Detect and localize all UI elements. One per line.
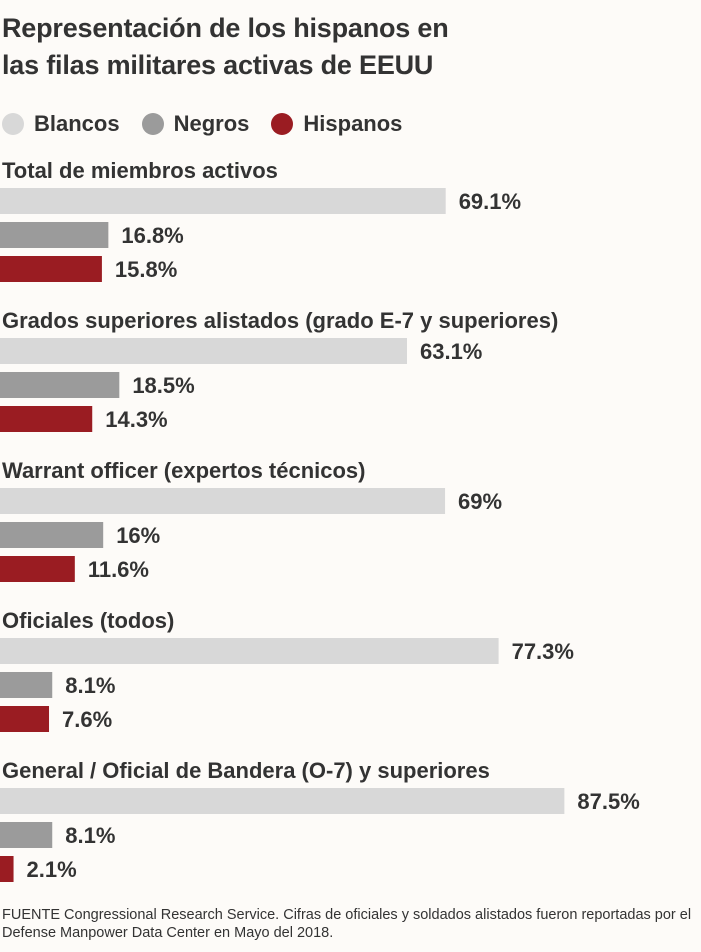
value-label-general-oficial-de-bandera-o-7-y-superio-negros: 8.1% (65, 823, 115, 848)
value-label-grados-superiores-alistados-grado-e-7-y--blancos: 63.1% (420, 339, 482, 364)
bar-oficiales-todos-hispanos (0, 706, 50, 732)
bar-oficiales-todos-blancos (0, 638, 499, 664)
chart-title: Representación de los hispanos en las fi… (2, 10, 682, 84)
bar-grados-superiores-alistados-grado-e-7-y--blancos (0, 338, 407, 364)
bar-general-oficial-de-bandera-o-7-y-superio-negros (0, 822, 53, 848)
value-label-total-de-miembros-activos-negros: 16.8% (121, 223, 183, 248)
group-title-warrant-officer-expertos-tecnicos: Warrant officer (expertos técnicos) (2, 458, 366, 483)
value-label-oficiales-todos-negros: 8.1% (65, 673, 115, 698)
bar-chart: Total de miembros activos 69.1% 16.8% 15.8%… (0, 158, 640, 882)
source-note: FUENTE Congressional Research Service. C… (2, 907, 692, 941)
bar-oficiales-todos-negros (0, 672, 53, 698)
group-title-oficiales-todos: Oficiales (todos) (2, 608, 174, 633)
value-label-grados-superiores-alistados-grado-e-7-y--hispanos: 14.3% (105, 407, 167, 432)
bar-total-de-miembros-activos-blancos (0, 188, 446, 214)
value-label-total-de-miembros-activos-hispanos: 15.8% (115, 257, 177, 282)
bar-total-de-miembros-activos-hispanos (0, 256, 102, 282)
legend-swatch-negros (141, 113, 164, 135)
value-label-general-oficial-de-bandera-o-7-y-superio-hispanos: 2.1% (27, 857, 77, 882)
legend-label-hispanos: Hispanos (303, 111, 403, 136)
title-line-1: Representación de los hispanos en (2, 13, 449, 43)
bar-grados-superiores-alistados-grado-e-7-y--negros (0, 372, 120, 398)
value-label-warrant-officer-expertos-tecnicos-hispanos: 11.6% (88, 557, 149, 582)
legend-item-blancos: Blancos (2, 111, 120, 137)
bar-grados-superiores-alistados-grado-e-7-y--hispanos (0, 406, 93, 432)
bar-warrant-officer-expertos-tecnicos-blancos (0, 488, 446, 514)
group-title-grados-superiores-alistados-grado-e-7-y-: Grados superiores alistados (grado E-7 y… (2, 308, 558, 333)
value-label-oficiales-todos-blancos: 77.3% (512, 639, 574, 664)
bar-general-oficial-de-bandera-o-7-y-superio-hispanos (0, 856, 14, 882)
bar-warrant-officer-expertos-tecnicos-hispanos (0, 556, 75, 582)
bar-warrant-officer-expertos-tecnicos-negros (0, 522, 104, 548)
group-title-general-oficial-de-bandera-o-7-y-superio: General / Oficial de Bandera (O-7) y sup… (2, 758, 490, 783)
legend-swatch-blancos (2, 113, 24, 135)
legend-label-negros: Negros (173, 111, 250, 136)
value-label-oficiales-todos-hispanos: 7.6% (62, 707, 112, 732)
value-label-warrant-officer-expertos-tecnicos-negros: 16% (116, 523, 160, 548)
value-label-general-oficial-de-bandera-o-7-y-superio-blancos: 87.5% (577, 789, 639, 814)
bar-total-de-miembros-activos-negros (0, 222, 109, 248)
value-label-grados-superiores-alistados-grado-e-7-y--negros: 18.5% (132, 373, 194, 398)
legend-swatch-hispanos (271, 113, 294, 135)
title-line-2: las filas militares activas de EEUU (2, 50, 434, 80)
value-label-total-de-miembros-activos-blancos: 69.1% (459, 189, 521, 214)
legend-item-negros: Negros (141, 111, 250, 137)
bar-general-oficial-de-bandera-o-7-y-superio-blancos (0, 788, 565, 814)
legend-label-blancos: Blancos (34, 111, 120, 136)
legend-item-hispanos: Hispanos (271, 111, 402, 137)
value-label-warrant-officer-expertos-tecnicos-blancos: 69% (458, 489, 502, 514)
group-title-total-de-miembros-activos: Total de miembros activos (2, 158, 278, 183)
legend: Blancos Negros Hispanos (2, 108, 424, 140)
